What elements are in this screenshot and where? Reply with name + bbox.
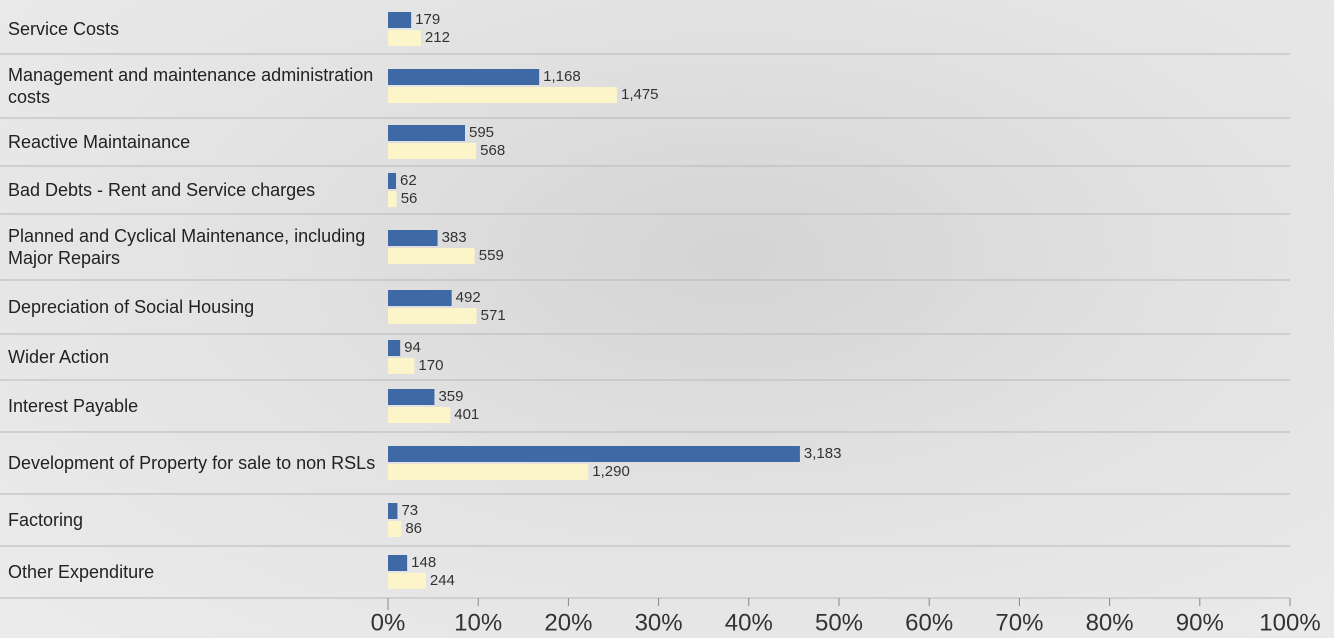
bar — [388, 407, 450, 423]
value-label: 1,475 — [621, 86, 659, 103]
bar — [388, 87, 617, 103]
value-label: 244 — [430, 572, 455, 589]
category-label: Development of Property for sale to non … — [8, 452, 380, 474]
category-label: Bad Debts - Rent and Service charges — [8, 179, 380, 201]
bar — [388, 340, 400, 356]
bar — [388, 69, 539, 85]
bar — [388, 308, 477, 324]
x-tick-label: 80% — [1086, 609, 1134, 636]
value-label: 62 — [400, 172, 417, 189]
x-tick-label: 0% — [371, 609, 406, 636]
bar — [388, 555, 407, 571]
x-tick-label: 40% — [725, 609, 773, 636]
category-label: Planned and Cyclical Maintenance, includ… — [8, 225, 380, 269]
x-tick-label: 10% — [454, 609, 502, 636]
bar — [388, 173, 396, 189]
category-label: Service Costs — [8, 18, 380, 40]
category-label: Reactive Maintainance — [8, 131, 380, 153]
category-label: Management and maintenance administratio… — [8, 64, 380, 108]
x-tick-label: 90% — [1176, 609, 1224, 636]
bar — [388, 230, 438, 246]
value-label: 148 — [411, 554, 436, 571]
value-label: 359 — [438, 388, 463, 405]
value-label: 595 — [469, 124, 494, 141]
bar — [388, 191, 397, 207]
bar — [388, 446, 800, 462]
value-label: 559 — [479, 247, 504, 264]
bar — [388, 290, 452, 306]
x-tick-label: 100% — [1259, 609, 1320, 636]
value-label: 571 — [481, 307, 506, 324]
bar — [388, 30, 421, 46]
value-label: 1,168 — [543, 68, 581, 85]
category-label: Interest Payable — [8, 395, 380, 417]
value-label: 1,290 — [592, 463, 630, 480]
value-label: 492 — [456, 289, 481, 306]
category-label: Other Expenditure — [8, 561, 380, 583]
bar — [388, 521, 401, 537]
value-label: 212 — [425, 29, 450, 46]
bar — [388, 143, 476, 159]
value-label: 383 — [442, 229, 467, 246]
value-label: 56 — [401, 190, 418, 207]
bar — [388, 503, 397, 519]
value-label: 568 — [480, 142, 505, 159]
category-label: Factoring — [8, 509, 380, 531]
x-tick-label: 30% — [635, 609, 683, 636]
bar — [388, 389, 434, 405]
category-label: Wider Action — [8, 346, 380, 368]
x-tick-label: 20% — [544, 609, 592, 636]
category-label: Depreciation of Social Housing — [8, 296, 380, 318]
value-label: 94 — [404, 339, 421, 356]
bar — [388, 12, 411, 28]
bar — [388, 358, 414, 374]
value-label: 179 — [415, 11, 440, 28]
value-label: 73 — [401, 502, 418, 519]
x-tick-label: 50% — [815, 609, 863, 636]
value-label: 401 — [454, 406, 479, 423]
value-label: 86 — [405, 520, 422, 537]
value-label: 170 — [418, 357, 443, 374]
page: {"chart_data": {"type": "bar", "orientat… — [0, 0, 1334, 638]
bar — [388, 464, 588, 480]
bar — [388, 573, 426, 589]
bar — [388, 125, 465, 141]
value-label: 3,183 — [804, 445, 842, 462]
bar — [388, 248, 475, 264]
x-tick-label: 60% — [905, 609, 953, 636]
x-tick-label: 70% — [995, 609, 1043, 636]
